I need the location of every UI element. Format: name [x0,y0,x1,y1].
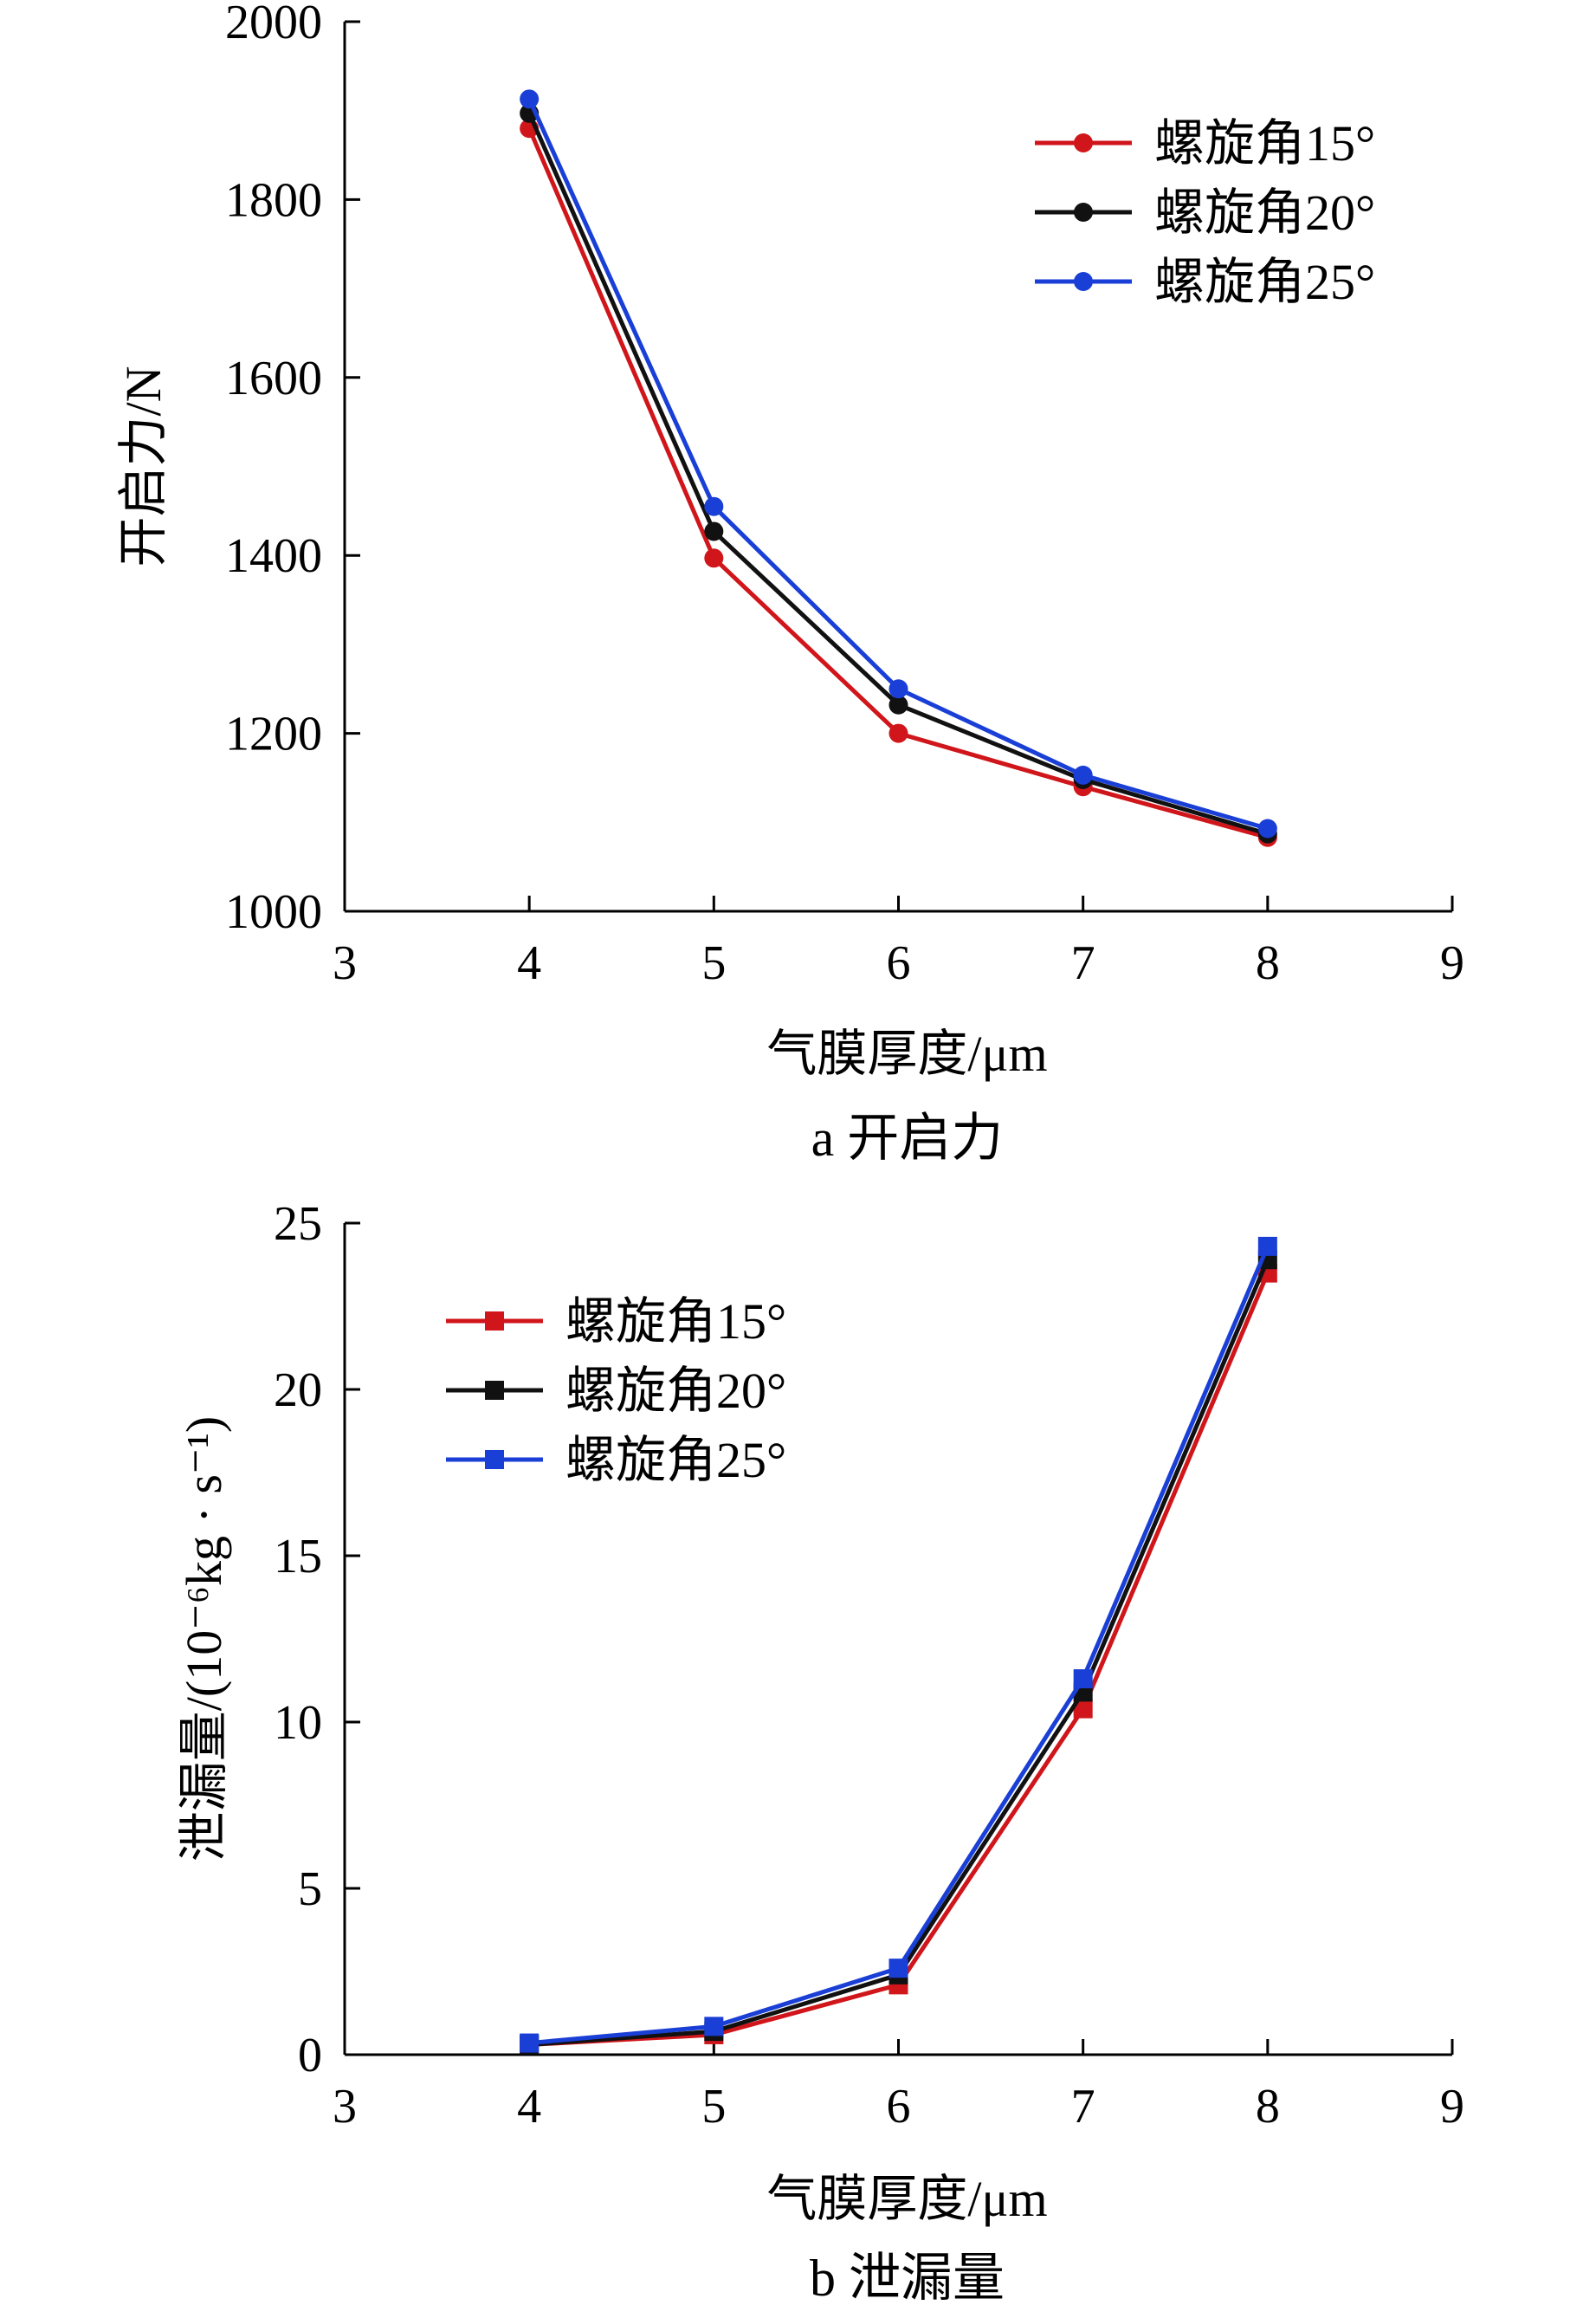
legend-label: 螺旋角20° [565,1363,786,1419]
chart-caption: b 泄漏量 [810,2250,1005,2307]
legend-marker [1074,133,1093,152]
chart-b: 3 4 5 6 7 8 9 0 5 10 15 20 25 气膜厚度/μm 泄漏量/(10⁻⁶kg · s⁻… [176,1197,1464,2307]
legend-marker [485,1381,504,1400]
data-point [520,89,540,109]
y-tick-label: 2000 [225,0,322,49]
data-point [888,723,908,743]
y-tick-label: 15 [274,1530,322,1583]
x-tick-label: 8 [1256,936,1280,990]
chart-caption: a 开启力 [811,1110,1004,1167]
x-tick-label: 8 [1256,2080,1280,2133]
data-point [704,548,724,568]
legend-label: 螺旋角15° [565,1293,786,1350]
x-axis-label: 气膜厚度/μm [766,1026,1047,1082]
y-axis-label: 开启力/N [115,366,171,567]
x-tick-label: 5 [701,2080,726,2133]
legend-marker [1074,203,1093,222]
legend-label: 螺旋角15° [1154,115,1375,172]
y-tick-label: 20 [274,1363,322,1417]
x-tick-label: 4 [517,2080,541,2133]
y-tick-label: 10 [274,1696,322,1750]
legend: 螺旋角15° 螺旋角20° 螺旋角25° [446,1293,786,1488]
x-tick-label: 7 [1071,936,1095,990]
data-point [704,496,724,516]
x-axis-label: 气膜厚度/μm [766,2171,1047,2227]
x-tick-label: 7 [1071,2080,1095,2133]
data-point [1073,1699,1093,1719]
x-tick-label: 4 [517,936,541,990]
y-tick-label: 1200 [225,708,322,761]
legend-marker [485,1311,504,1331]
y-tick-label: 5 [298,1862,322,1916]
y-tick-label: 1600 [225,352,322,405]
data-point [888,695,908,715]
data-point [1073,1669,1093,1689]
x-tick-label: 9 [1440,936,1464,990]
legend: 螺旋角15° 螺旋角20° 螺旋角25° [1035,115,1375,310]
x-tick-label: 5 [701,936,726,990]
legend-label: 螺旋角20° [1154,185,1375,241]
x-tick-label: 3 [333,2080,357,2133]
legend-marker [1074,272,1093,291]
legend-label: 螺旋角25° [565,1432,786,1488]
data-point [704,521,724,541]
data-point [888,679,908,699]
x-tick-label: 3 [333,936,357,990]
data-point [520,2033,540,2053]
y-tick-label: 1400 [225,529,322,583]
x-tick-label: 6 [887,936,911,990]
x-tick-label: 6 [887,2080,911,2133]
data-point [888,1959,908,1978]
y-axis-label: 泄漏量/(10⁻⁶kg · s⁻¹) [176,1416,232,1862]
y-tick-label: 1800 [225,173,322,227]
chart-a: 3 4 5 6 7 8 9 1000 1200 1400 1600 1800 2000 气膜厚度/μm 开启… [115,0,1464,1167]
legend-label: 螺旋角25° [1154,254,1375,310]
legend-marker [485,1450,504,1469]
series-3 [520,1236,1277,2053]
series-3 [520,89,1277,838]
data-point [1257,1236,1277,1256]
data-point [704,2017,724,2036]
data-point [1257,819,1277,838]
y-tick-label: 1000 [225,885,322,939]
y-tick-label: 0 [298,2029,322,2082]
y-tick-label: 25 [274,1197,322,1251]
x-tick-label: 9 [1440,2080,1464,2133]
data-point [1073,765,1093,785]
